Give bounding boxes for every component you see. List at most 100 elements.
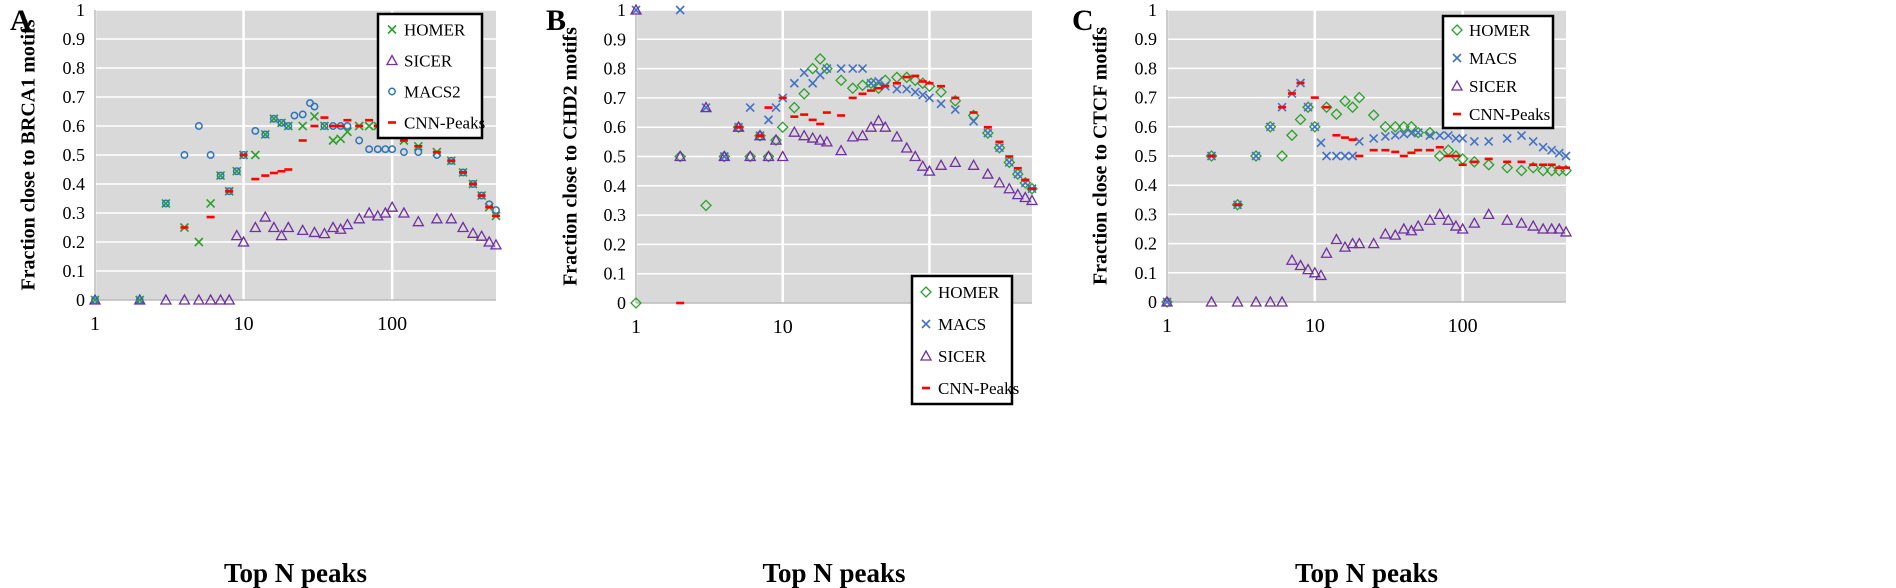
y-tick-label: 1: [1148, 0, 1157, 20]
y-tick-label: 0.9: [63, 29, 86, 49]
data-point: [699, 101, 713, 113]
data-point: [364, 121, 374, 131]
data-point: [808, 78, 818, 88]
data-point: [1469, 136, 1479, 146]
y-tick-label: 0.6: [1135, 117, 1158, 137]
data-point: [1369, 133, 1379, 144]
data-point: [194, 237, 204, 247]
data-point: [732, 121, 745, 134]
data-point: [1320, 246, 1333, 258]
data-point: [365, 145, 374, 154]
data-point: [373, 145, 382, 154]
legend-box: [1441, 14, 1555, 130]
data-point: [341, 218, 354, 230]
legend: HOMER MACS SICER CNN-Peaks: [910, 274, 1019, 406]
x-tick-label: 100: [377, 313, 407, 335]
y-tick-label: 0.1: [1135, 263, 1158, 283]
data-point: [1249, 295, 1263, 307]
data-point: [371, 209, 384, 221]
y-tick-label: 0.3: [604, 205, 627, 225]
data-point: [1330, 108, 1343, 121]
data-point: [924, 93, 935, 103]
data-point: [251, 126, 260, 135]
data-point: [1286, 129, 1298, 142]
data-point: [1264, 295, 1277, 307]
data-point: [1003, 182, 1016, 194]
x-axis-title: Top N peaks: [762, 558, 905, 588]
data-point: [1451, 133, 1461, 144]
data-point: [320, 122, 329, 130]
data-point: [216, 171, 225, 180]
chart-panel-c: 0 0.1 0.2 0.3 0.4 0.5 0.6 0.7 0.8 0.9 1 1 10 100 Top N…: [1072, 0, 1573, 588]
series-cnn-peaks: [676, 74, 1036, 305]
legend-marker: [388, 87, 396, 96]
y-tick-label: 0: [1148, 292, 1157, 312]
data-point: [1162, 297, 1172, 307]
data-point: [1275, 295, 1289, 307]
data-point: [1559, 225, 1573, 237]
data-point: [814, 53, 827, 65]
y-tick-label: 0.5: [604, 147, 627, 167]
legend-label: HOMER: [1469, 21, 1531, 40]
data-point: [950, 105, 960, 115]
data-point: [1468, 155, 1481, 168]
series-sicer: [629, 3, 1039, 206]
data-point: [934, 158, 948, 170]
legend-marker: [1452, 53, 1462, 63]
data-point: [1412, 219, 1425, 231]
data-point: [1161, 296, 1173, 308]
data-point: [1482, 158, 1495, 171]
data-point: [492, 206, 500, 215]
data-point: [1501, 161, 1514, 174]
y-tick-label: 0.4: [1135, 175, 1158, 195]
data-point: [1390, 130, 1400, 140]
data-point: [864, 120, 878, 132]
data-point: [788, 101, 801, 114]
series-sicer: [1160, 208, 1573, 307]
data-point: [994, 143, 1005, 153]
data-point: [1554, 148, 1564, 158]
data-point: [981, 127, 994, 139]
data-point: [835, 74, 848, 87]
data-point: [1380, 131, 1390, 142]
data-point: [1423, 213, 1436, 225]
data-point: [1353, 91, 1366, 104]
data-point: [214, 293, 227, 305]
data-point: [1433, 150, 1446, 162]
data-point: [909, 150, 922, 162]
legend-marker: [1450, 79, 1464, 91]
x-axis-title: Top N peaks: [224, 558, 367, 588]
data-point: [1482, 208, 1495, 220]
data-point: [290, 111, 299, 120]
data-point: [1294, 259, 1307, 271]
data-point: [771, 103, 781, 113]
data-point: [178, 293, 191, 305]
data-point: [269, 114, 278, 123]
data-point: [967, 158, 980, 170]
data-point: [776, 121, 789, 134]
data-point: [326, 221, 340, 233]
data-point: [763, 115, 774, 125]
data-point: [206, 198, 216, 208]
data-point: [1331, 151, 1342, 161]
data-point: [1389, 120, 1402, 133]
data-point: [936, 99, 946, 109]
data-point: [135, 296, 144, 304]
y-tick-label: 0.2: [604, 234, 627, 254]
data-point: [1265, 122, 1275, 132]
data-point: [1425, 130, 1435, 141]
data-point: [1340, 151, 1350, 161]
y-axis-title: Fraction close to CTCF motifs: [1090, 27, 1112, 285]
legend-marker: [387, 24, 397, 35]
data-point: [718, 150, 731, 162]
data-point: [701, 103, 711, 113]
y-tick-label: 0.9: [1135, 29, 1158, 49]
data-point: [846, 130, 859, 142]
x-tick-label: 1: [631, 316, 641, 338]
legend-marker: [920, 286, 932, 298]
data-point: [846, 82, 859, 95]
data-point: [318, 227, 331, 239]
data-point: [1205, 295, 1218, 307]
data-point: [1458, 133, 1468, 144]
data-point: [1250, 150, 1262, 162]
